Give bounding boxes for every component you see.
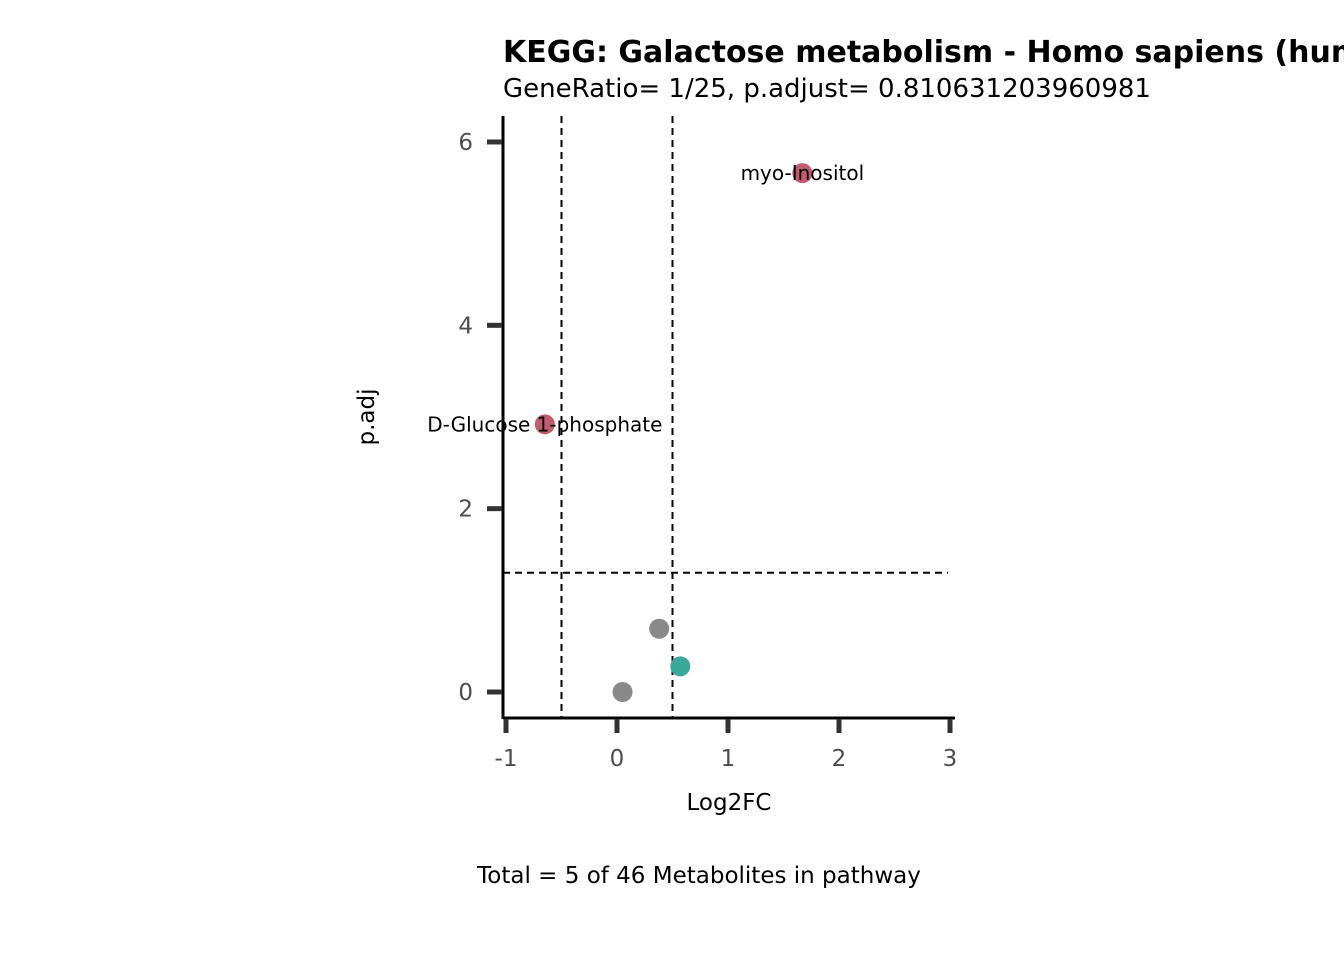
y-axis-ticks: 0 2 4 6 (458, 130, 502, 706)
x-tick-label: -1 (495, 746, 518, 772)
y-tick-label: 6 (458, 130, 473, 156)
y-tick-label: 2 (458, 497, 473, 523)
y-tick-label: 0 (458, 680, 473, 706)
chart-title: KEGG: Galactose metabolism - Homo sapien… (503, 35, 1344, 70)
point-label-1: D-Glucose 1-phosphate (427, 412, 662, 436)
x-tick-label: 1 (721, 746, 736, 772)
x-tick-label: 2 (832, 746, 847, 772)
data-point-0 (792, 163, 813, 184)
data-point-2 (649, 618, 670, 639)
point-label-0: myo-Inositol (741, 161, 865, 185)
chart-subtitle: GeneRatio= 1/25, p.adjust= 0.81063120396… (503, 74, 1151, 104)
x-tick-label: 0 (610, 746, 625, 772)
data-point-3 (670, 656, 691, 677)
x-axis-title: Log2FC (686, 790, 771, 816)
threshold-lines (503, 116, 948, 718)
caption: Total = 5 of 46 Metabolites in pathway (476, 863, 921, 889)
data-point-1 (534, 414, 555, 435)
y-tick-label: 4 (458, 313, 473, 339)
data-points (534, 163, 813, 702)
point-labels: myo-Inositol D-Glucose 1-phosphate (427, 161, 864, 436)
data-point-4 (612, 682, 633, 702)
y-axis-title: p.adj (354, 389, 380, 446)
x-axis-ticks: -1 0 1 2 3 (495, 719, 958, 772)
x-tick-label: 3 (943, 746, 958, 772)
